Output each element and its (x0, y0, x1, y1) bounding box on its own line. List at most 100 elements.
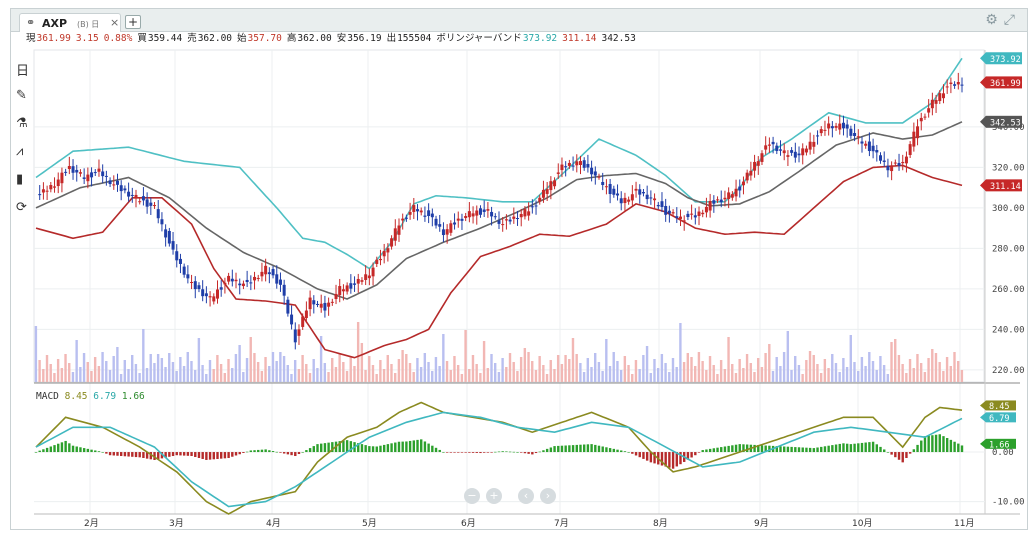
macd-histogram-bar (268, 450, 271, 453)
macd-histogram-bar (945, 437, 949, 453)
macd-histogram-bar (108, 452, 112, 456)
add-tab-button[interactable]: + (125, 15, 141, 29)
volume-bar (119, 374, 123, 382)
info-value: 357.70 (247, 33, 282, 44)
candle-body (493, 216, 497, 218)
volume-bar (749, 363, 752, 382)
candle-body (653, 198, 657, 201)
macd-histogram-bar (853, 443, 856, 453)
candle-body (830, 126, 834, 129)
macd-histogram-bar (205, 452, 208, 460)
macd-histogram-bar (323, 443, 327, 453)
candle-body (490, 211, 494, 217)
macd-histogram-bar (708, 448, 712, 453)
candle-body (441, 229, 445, 236)
candle-body (797, 153, 801, 156)
expand-icon[interactable]: ⤢ (1003, 12, 1015, 28)
volume-bar (256, 362, 260, 382)
macd-histogram-bar (260, 449, 264, 453)
volume-bar (34, 326, 38, 382)
volume-bar (560, 364, 564, 382)
macd-histogram-bar (282, 452, 286, 454)
macd-histogram-bar (642, 452, 645, 459)
candle-body (390, 238, 394, 247)
candle-body (101, 171, 105, 177)
volume-bar (423, 353, 427, 382)
macd-histogram-bar (194, 452, 197, 457)
macd-histogram-bar (449, 452, 453, 453)
candle-body (282, 284, 286, 296)
macd-histogram-bar (957, 443, 960, 453)
volume-bar (701, 361, 704, 382)
candle-body (645, 194, 649, 200)
candle-body (445, 229, 449, 235)
zoom-out-button[interactable]: − (464, 488, 480, 504)
price-tick-label: 260.00 (992, 285, 1025, 295)
macd-histogram-bar (442, 452, 445, 453)
macd-histogram-bar (949, 439, 953, 453)
macd-histogram-bar (464, 452, 467, 453)
macd-histogram-bar (79, 447, 82, 453)
macd-histogram-bar (34, 452, 38, 453)
candle-body (690, 213, 694, 215)
prev-button[interactable]: ‹ (518, 488, 534, 504)
draw-icon[interactable]: ✎ (16, 88, 27, 103)
refresh-icon[interactable]: ⟳ (16, 200, 27, 215)
candle-body (234, 279, 238, 282)
indicator-flask-icon[interactable]: ⚗ (16, 116, 28, 131)
close-tab-icon[interactable]: × (110, 16, 120, 29)
volume-bar (953, 352, 956, 382)
volume-bar (253, 353, 256, 382)
macd-value-text: 8.45 (989, 402, 1009, 412)
candle-body (97, 168, 101, 172)
candle-body (608, 184, 612, 195)
macd-histogram-bar (508, 451, 512, 453)
timeframe-icon[interactable]: 日 (16, 64, 30, 79)
volume-bar (45, 355, 49, 382)
volume-bar (390, 364, 393, 382)
macd-histogram-bar (382, 444, 386, 453)
macd-histogram-bar (412, 440, 416, 453)
candle-body (275, 274, 279, 284)
volume-bar (942, 371, 945, 382)
macd-histogram-bar (679, 452, 682, 465)
candle-body (197, 285, 201, 290)
macd-histogram-bar (38, 450, 41, 453)
gear-icon[interactable]: ⚙ (985, 12, 998, 28)
candle-body (756, 161, 760, 166)
macd-histogram-bar (408, 440, 412, 453)
volume-bar (812, 355, 815, 382)
candle-body (245, 279, 249, 282)
next-button[interactable]: › (540, 488, 556, 504)
macd-histogram-bar (297, 452, 301, 455)
candle-body (482, 209, 486, 212)
macd-histogram-bar (808, 447, 812, 453)
candle-body (912, 131, 916, 147)
volume-bar (234, 354, 238, 382)
candle-body (267, 272, 271, 275)
volume-bar (816, 364, 819, 382)
chart-type-icon[interactable]: ⩘ (16, 144, 24, 159)
candle-body (560, 164, 564, 171)
price-label-text: 361.99 (990, 79, 1021, 89)
volume-bar (864, 366, 867, 382)
zoom-in-button[interactable]: + (486, 488, 502, 504)
volume-bar (323, 363, 327, 382)
tab-axp[interactable]: ⚭ AXP (B) 日 × (19, 13, 121, 32)
bar-chart-icon[interactable]: ▮ (16, 172, 24, 187)
macd-histogram-bar (471, 452, 475, 453)
macd-histogram-bar (908, 452, 912, 454)
macd-value-box (986, 412, 1016, 423)
candle-body (327, 302, 331, 307)
candle-body (564, 166, 568, 168)
volume-bar (616, 361, 619, 382)
volume-bar (631, 374, 634, 382)
volume-bar (656, 368, 660, 382)
info-value: 362.00 (297, 33, 332, 44)
macd-histogram-bar (716, 447, 719, 453)
month-tick-label: 9月 (754, 518, 769, 529)
volume-bar (386, 355, 389, 382)
macd-histogram-bar (753, 444, 756, 453)
macd-histogram-bar (797, 447, 801, 453)
candle-body (156, 209, 160, 219)
